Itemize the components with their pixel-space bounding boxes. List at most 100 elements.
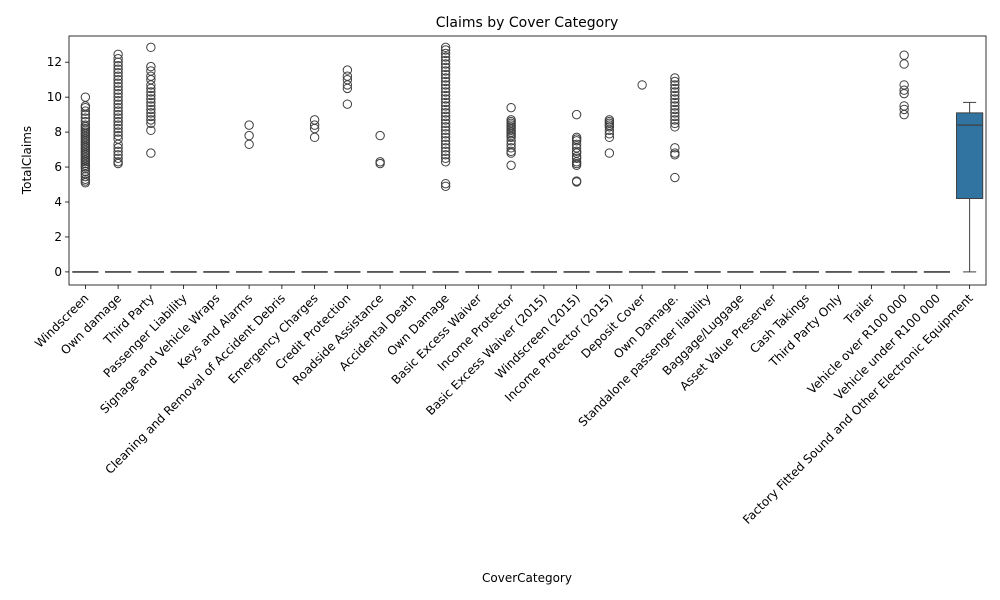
outlier-point [440, 94, 451, 104]
y-tick-label: 10 [47, 90, 62, 104]
outlier-point [899, 80, 909, 90]
outlier-point [146, 111, 156, 122]
outlier-point [440, 76, 451, 87]
outlier-point [506, 143, 516, 153]
outlier-point [146, 115, 156, 125]
outlier-point [670, 87, 680, 97]
outlier-point [670, 111, 680, 122]
outlier-point [113, 127, 123, 137]
outlier-point [440, 59, 451, 69]
outlier-point [80, 113, 91, 123]
box-group [137, 42, 164, 273]
outlier-point [670, 104, 680, 115]
outlier-point [899, 101, 909, 111]
outlier-point [342, 71, 353, 81]
outlier-point [440, 139, 451, 150]
x-axis-label: CoverCategory [482, 571, 572, 585]
outlier-point [670, 143, 680, 153]
box-group [498, 102, 525, 273]
outlier-point [244, 120, 254, 130]
outlier-point [113, 150, 123, 160]
outlier-point [113, 120, 123, 130]
outlier-point [146, 101, 156, 111]
outlier-point [571, 132, 582, 143]
outlier-point [146, 97, 156, 108]
outlier-point [506, 102, 516, 113]
outlier-point [440, 90, 451, 101]
outlier-point [670, 76, 680, 87]
outlier-point [440, 104, 451, 115]
outlier-point [670, 101, 680, 111]
outlier-point [571, 109, 582, 120]
outlier-point [670, 108, 680, 118]
outlier-point [244, 139, 254, 150]
outlier-point [113, 102, 123, 113]
box-group [563, 109, 590, 273]
y-tick-label: 8 [54, 125, 62, 139]
outlier-point [146, 71, 156, 81]
outlier-point [440, 101, 451, 111]
outlier-point [113, 146, 123, 157]
outlier-point [113, 71, 123, 81]
outlier-point [506, 115, 516, 125]
outlier-point [670, 122, 680, 132]
box-group [891, 50, 918, 273]
outlier-point [113, 81, 123, 92]
box-group [105, 49, 132, 273]
outlier-point [80, 116, 91, 127]
outlier-point [80, 174, 91, 184]
outlier-point [670, 148, 680, 158]
outlier-point [113, 54, 123, 64]
outlier-point [506, 146, 516, 157]
outlier-point [113, 157, 123, 167]
outlier-point [899, 104, 909, 115]
outlier-point [670, 83, 680, 94]
outlier-point [113, 49, 123, 60]
outlier-point [309, 120, 320, 130]
outlier-point [670, 118, 680, 129]
outlier-point [440, 157, 451, 167]
outlier-point [440, 69, 451, 80]
outlier-point [440, 146, 451, 157]
outlier-point [440, 73, 451, 83]
outlier-point [113, 88, 123, 99]
outlier-point [309, 115, 320, 125]
outlier-point [670, 94, 680, 104]
outlier-point [113, 109, 123, 120]
outlier-point [146, 61, 156, 72]
outlier-point [440, 115, 451, 125]
outlier-point [113, 85, 123, 95]
outlier-point [146, 118, 156, 129]
y-tick-label: 12 [47, 55, 62, 69]
y-tick-label: 4 [54, 195, 62, 209]
outlier-point [146, 104, 156, 115]
outlier-point [670, 115, 680, 125]
outlier-point [899, 50, 909, 60]
box-group [661, 73, 688, 273]
outlier-point [146, 148, 156, 158]
outlier-point [113, 64, 123, 74]
outlier-point [113, 106, 123, 116]
box-group [596, 115, 623, 273]
outlier-point [342, 65, 353, 75]
outlier-point [440, 80, 451, 90]
box-group [301, 115, 328, 273]
outlier-point [440, 111, 451, 122]
outlier-point [670, 80, 680, 90]
box [956, 112, 984, 200]
outlier-point [670, 73, 680, 83]
outlier-point [571, 146, 582, 157]
outlier-point [440, 87, 451, 97]
outlier-point [113, 123, 123, 134]
outlier-point [113, 95, 123, 106]
outlier-point [113, 134, 123, 144]
outlier-point [571, 139, 582, 150]
outlier-point [440, 122, 451, 132]
outlier-point [440, 62, 451, 73]
outlier-point [244, 130, 254, 141]
outlier-point [309, 132, 320, 143]
outlier-point [146, 94, 156, 104]
outlier-point [637, 80, 647, 90]
